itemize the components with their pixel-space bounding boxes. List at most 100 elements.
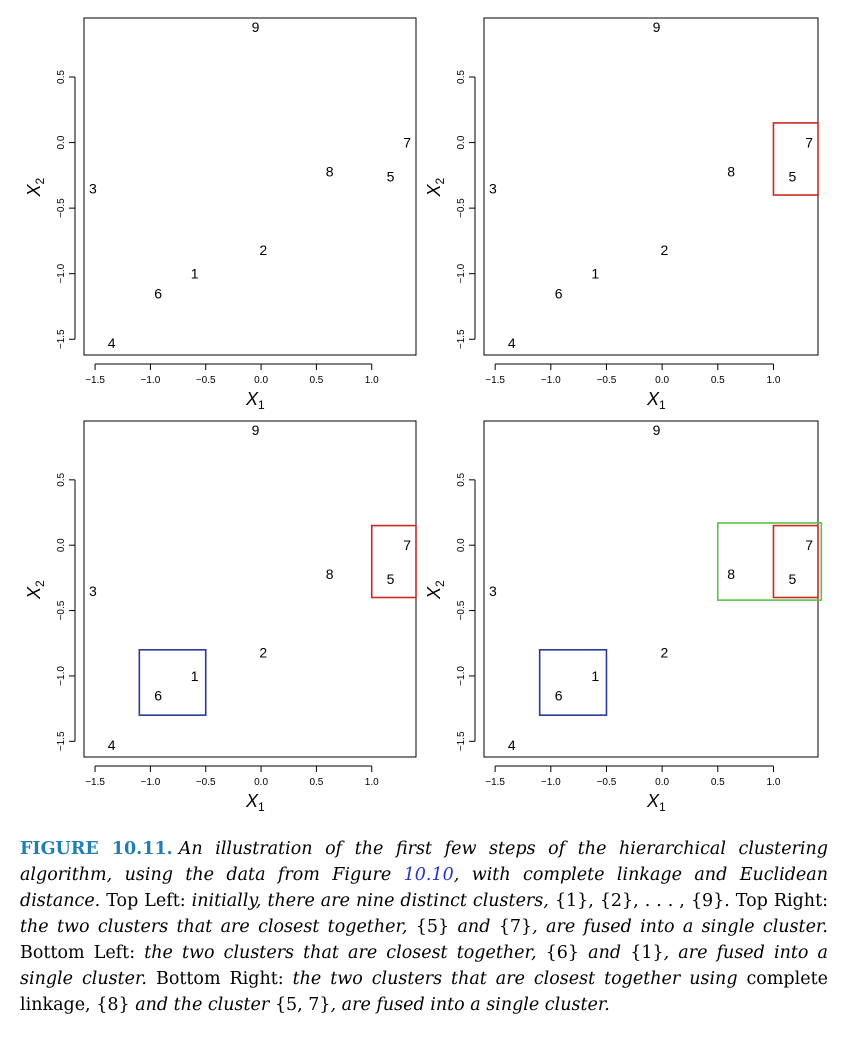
y-tick-label: −1.0 — [456, 666, 467, 686]
y-tick-label: 0.5 — [56, 70, 67, 84]
cluster-box — [772, 122, 819, 196]
x-tick-label: 0.5 — [711, 777, 725, 788]
y-tick-label: 0.0 — [456, 538, 467, 552]
point-label: 3 — [89, 180, 97, 196]
x-tick-label: −0.5 — [597, 777, 617, 788]
x-axis-label: X1 — [245, 389, 265, 412]
panel-4: −1.5 −1.0 −0.5 0.0 0.5 1.0 −1.5 −1.0 −0.5 0.0 0.5 X… — [424, 420, 823, 814]
point-label: 5 — [387, 169, 395, 185]
x-tick-label: 0.0 — [254, 777, 268, 788]
point-label: 4 — [108, 737, 116, 753]
panel-1: −1.5 −1.0 −0.5 0.0 0.5 1.0 −1.5 −1.0 −0.5 0.0 0.5 X… — [24, 17, 417, 412]
x-tick-label: −1.0 — [541, 375, 561, 386]
y-tick-label: 0.5 — [456, 70, 467, 84]
point-label: 2 — [259, 644, 267, 660]
point-label: 1 — [591, 668, 599, 684]
x-tick-label: −0.5 — [196, 777, 216, 788]
point-label: 6 — [555, 688, 563, 704]
x-tick-label: 0.5 — [309, 777, 323, 788]
y-tick-label: −0.5 — [456, 198, 467, 218]
y-tick-label: 0.5 — [56, 472, 67, 486]
point-label: 8 — [727, 163, 735, 179]
x-tick-label: 0.0 — [655, 375, 669, 386]
point-label: 2 — [259, 242, 267, 258]
y-tick-label: −1.0 — [456, 263, 467, 283]
y-tick-label: −0.5 — [456, 600, 467, 620]
y-axis-label: X2 — [424, 580, 447, 600]
cluster-box — [370, 524, 417, 599]
y-tick-label: 0.0 — [56, 538, 67, 552]
y-tick-label: 0.0 — [456, 135, 467, 149]
point-label: 1 — [191, 266, 199, 282]
point-label: 8 — [326, 566, 334, 582]
point-label: 1 — [591, 266, 599, 282]
cluster-box — [538, 648, 608, 716]
point-label: 6 — [555, 285, 563, 301]
figure-label: FIGURE 10.11. — [20, 839, 173, 859]
figure-reference-link[interactable]: 10.10 — [403, 865, 454, 885]
point-label: 4 — [108, 335, 116, 351]
point-label: 3 — [489, 180, 497, 196]
plot-frame — [83, 17, 417, 356]
x-axis-label: X1 — [646, 791, 666, 814]
y-tick-label: 0.0 — [56, 135, 67, 149]
x-tick-label: 1.0 — [767, 777, 781, 788]
point-label: 5 — [788, 169, 796, 185]
point-label: 4 — [508, 737, 516, 753]
point-label: 1 — [191, 668, 199, 684]
y-tick-label: −0.5 — [56, 198, 67, 218]
point-label: 9 — [653, 422, 661, 438]
x-tick-label: 1.0 — [767, 375, 781, 386]
cluster-box — [772, 524, 819, 599]
point-label: 4 — [508, 335, 516, 351]
x-tick-label: −1.5 — [485, 375, 505, 386]
x-tick-label: −1.0 — [141, 375, 161, 386]
point-label: 6 — [154, 285, 162, 301]
x-tick-label: −1.0 — [541, 777, 561, 788]
x-tick-label: −1.5 — [85, 777, 105, 788]
x-tick-label: −0.5 — [597, 375, 617, 386]
y-axis-label: X2 — [424, 177, 447, 197]
x-tick-label: 1.0 — [365, 375, 379, 386]
point-label: 8 — [326, 163, 334, 179]
x-tick-label: −0.5 — [196, 375, 216, 386]
panel-3: −1.5 −1.0 −0.5 0.0 0.5 1.0 −1.5 −1.0 −0.5 0.0 0.5 X… — [24, 420, 417, 814]
x-tick-label: 1.0 — [365, 777, 379, 788]
point-label: 2 — [660, 644, 668, 660]
x-tick-label: −1.5 — [85, 375, 105, 386]
point-label: 3 — [489, 583, 497, 599]
figure-caption: FIGURE 10.11. An illustration of the firs… — [20, 839, 828, 1015]
y-tick-label: −1.0 — [56, 263, 67, 283]
x-tick-label: −1.0 — [141, 777, 161, 788]
point-label: 8 — [727, 566, 735, 582]
y-tick-label: −1.5 — [456, 329, 467, 349]
x-tick-label: 0.0 — [254, 375, 268, 386]
cluster-box — [138, 648, 207, 716]
point-label: 7 — [403, 537, 411, 553]
x-tick-label: −1.5 — [485, 777, 505, 788]
point-label: 2 — [660, 242, 668, 258]
point-label: 5 — [788, 571, 796, 587]
cluster-box — [716, 522, 823, 601]
y-tick-label: −1.5 — [456, 731, 467, 751]
point-label: 6 — [154, 688, 162, 704]
point-label: 3 — [89, 583, 97, 599]
plot-frame — [483, 17, 819, 356]
y-axis-label: X2 — [24, 177, 47, 197]
panel-2: −1.5 −1.0 −0.5 0.0 0.5 1.0 −1.5 −1.0 −0.5 0.0 0.5 X… — [424, 17, 819, 412]
x-tick-label: 0.0 — [655, 777, 669, 788]
x-axis-label: X1 — [646, 389, 666, 412]
y-tick-label: −1.0 — [56, 666, 67, 686]
y-tick-label: −1.5 — [56, 731, 67, 751]
plot-frame — [483, 420, 819, 758]
point-label: 7 — [805, 135, 813, 151]
x-tick-label: 0.5 — [309, 375, 323, 386]
point-label: 9 — [252, 422, 260, 438]
point-label: 9 — [653, 19, 661, 35]
point-label: 5 — [387, 571, 395, 587]
y-axis-label: X2 — [24, 580, 47, 600]
y-tick-label: 0.5 — [456, 472, 467, 486]
x-axis-label: X1 — [245, 791, 265, 814]
y-tick-label: −0.5 — [56, 600, 67, 620]
figure-panels: −1.5 −1.0 −0.5 0.0 0.5 1.0 −1.5 −1.0 −0.5 0.0 0.5 X… — [24, 17, 823, 814]
